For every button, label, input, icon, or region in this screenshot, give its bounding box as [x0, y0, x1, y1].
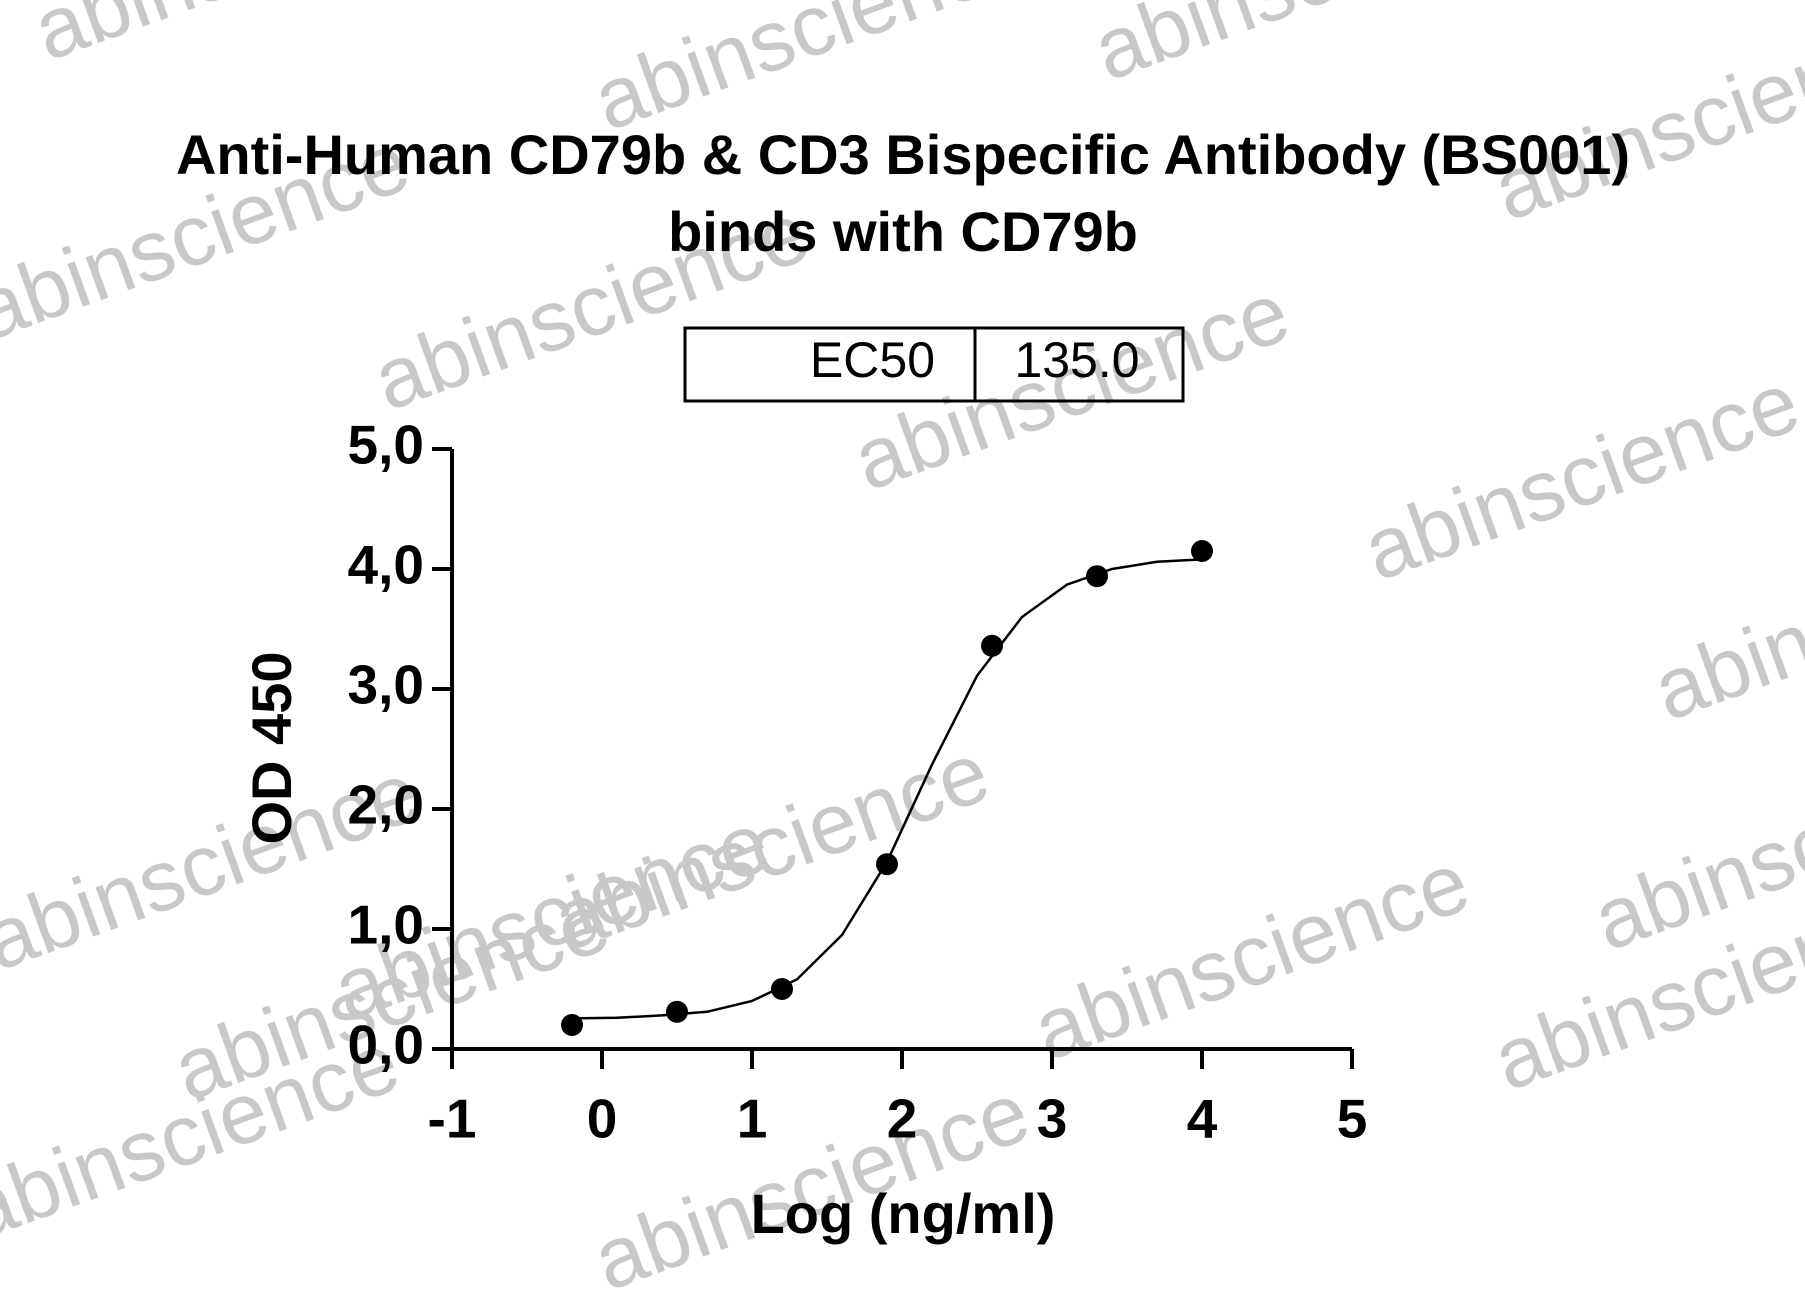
fit-curve: [571, 558, 1203, 1020]
watermark: abinscience: [1641, 494, 1805, 740]
chart-title: binds with CD79b: [668, 200, 1138, 263]
y-tick-label: 0,0: [348, 1014, 424, 1076]
data-point: [981, 634, 1003, 657]
y-axis-label: OD 450: [240, 652, 303, 845]
data-point: [666, 1000, 688, 1023]
watermark: abinscience: [1081, 0, 1541, 99]
data-point: [1086, 565, 1108, 588]
table-label: EC50: [810, 332, 935, 388]
x-tick-label: 4: [1187, 1088, 1218, 1150]
watermark: abinscience: [21, 0, 481, 79]
y-tick-label: 5,0: [348, 414, 424, 476]
x-tick-label: 0: [587, 1088, 618, 1150]
stats-table: [683, 326, 1185, 403]
x-tick-label: -1: [428, 1088, 477, 1150]
y-tick-label: 2,0: [348, 774, 424, 836]
watermark: abinscience: [1481, 0, 1805, 239]
watermark: abinscience: [1021, 834, 1481, 1080]
x-axis-label: Log (ng/ml): [751, 1182, 1056, 1245]
chart-title: Anti-Human CD79b & CD3 Bispecific Antibo…: [176, 123, 1630, 186]
table-value: 135.0: [1014, 332, 1139, 388]
y-tick-label: 4,0: [348, 534, 424, 596]
watermark: abinscience: [581, 1064, 1041, 1295]
x-tick-label: 5: [1337, 1088, 1368, 1150]
data-point: [876, 853, 898, 876]
y-tick-label: 3,0: [348, 654, 424, 716]
x-tick-label: 2: [887, 1088, 918, 1150]
watermark: abinscience: [1351, 354, 1805, 600]
x-tick-label: 1: [737, 1088, 768, 1150]
y-tick-label: 1,0: [348, 894, 424, 956]
x-tick-label: 3: [1037, 1088, 1068, 1150]
data-point: [1191, 540, 1213, 562]
